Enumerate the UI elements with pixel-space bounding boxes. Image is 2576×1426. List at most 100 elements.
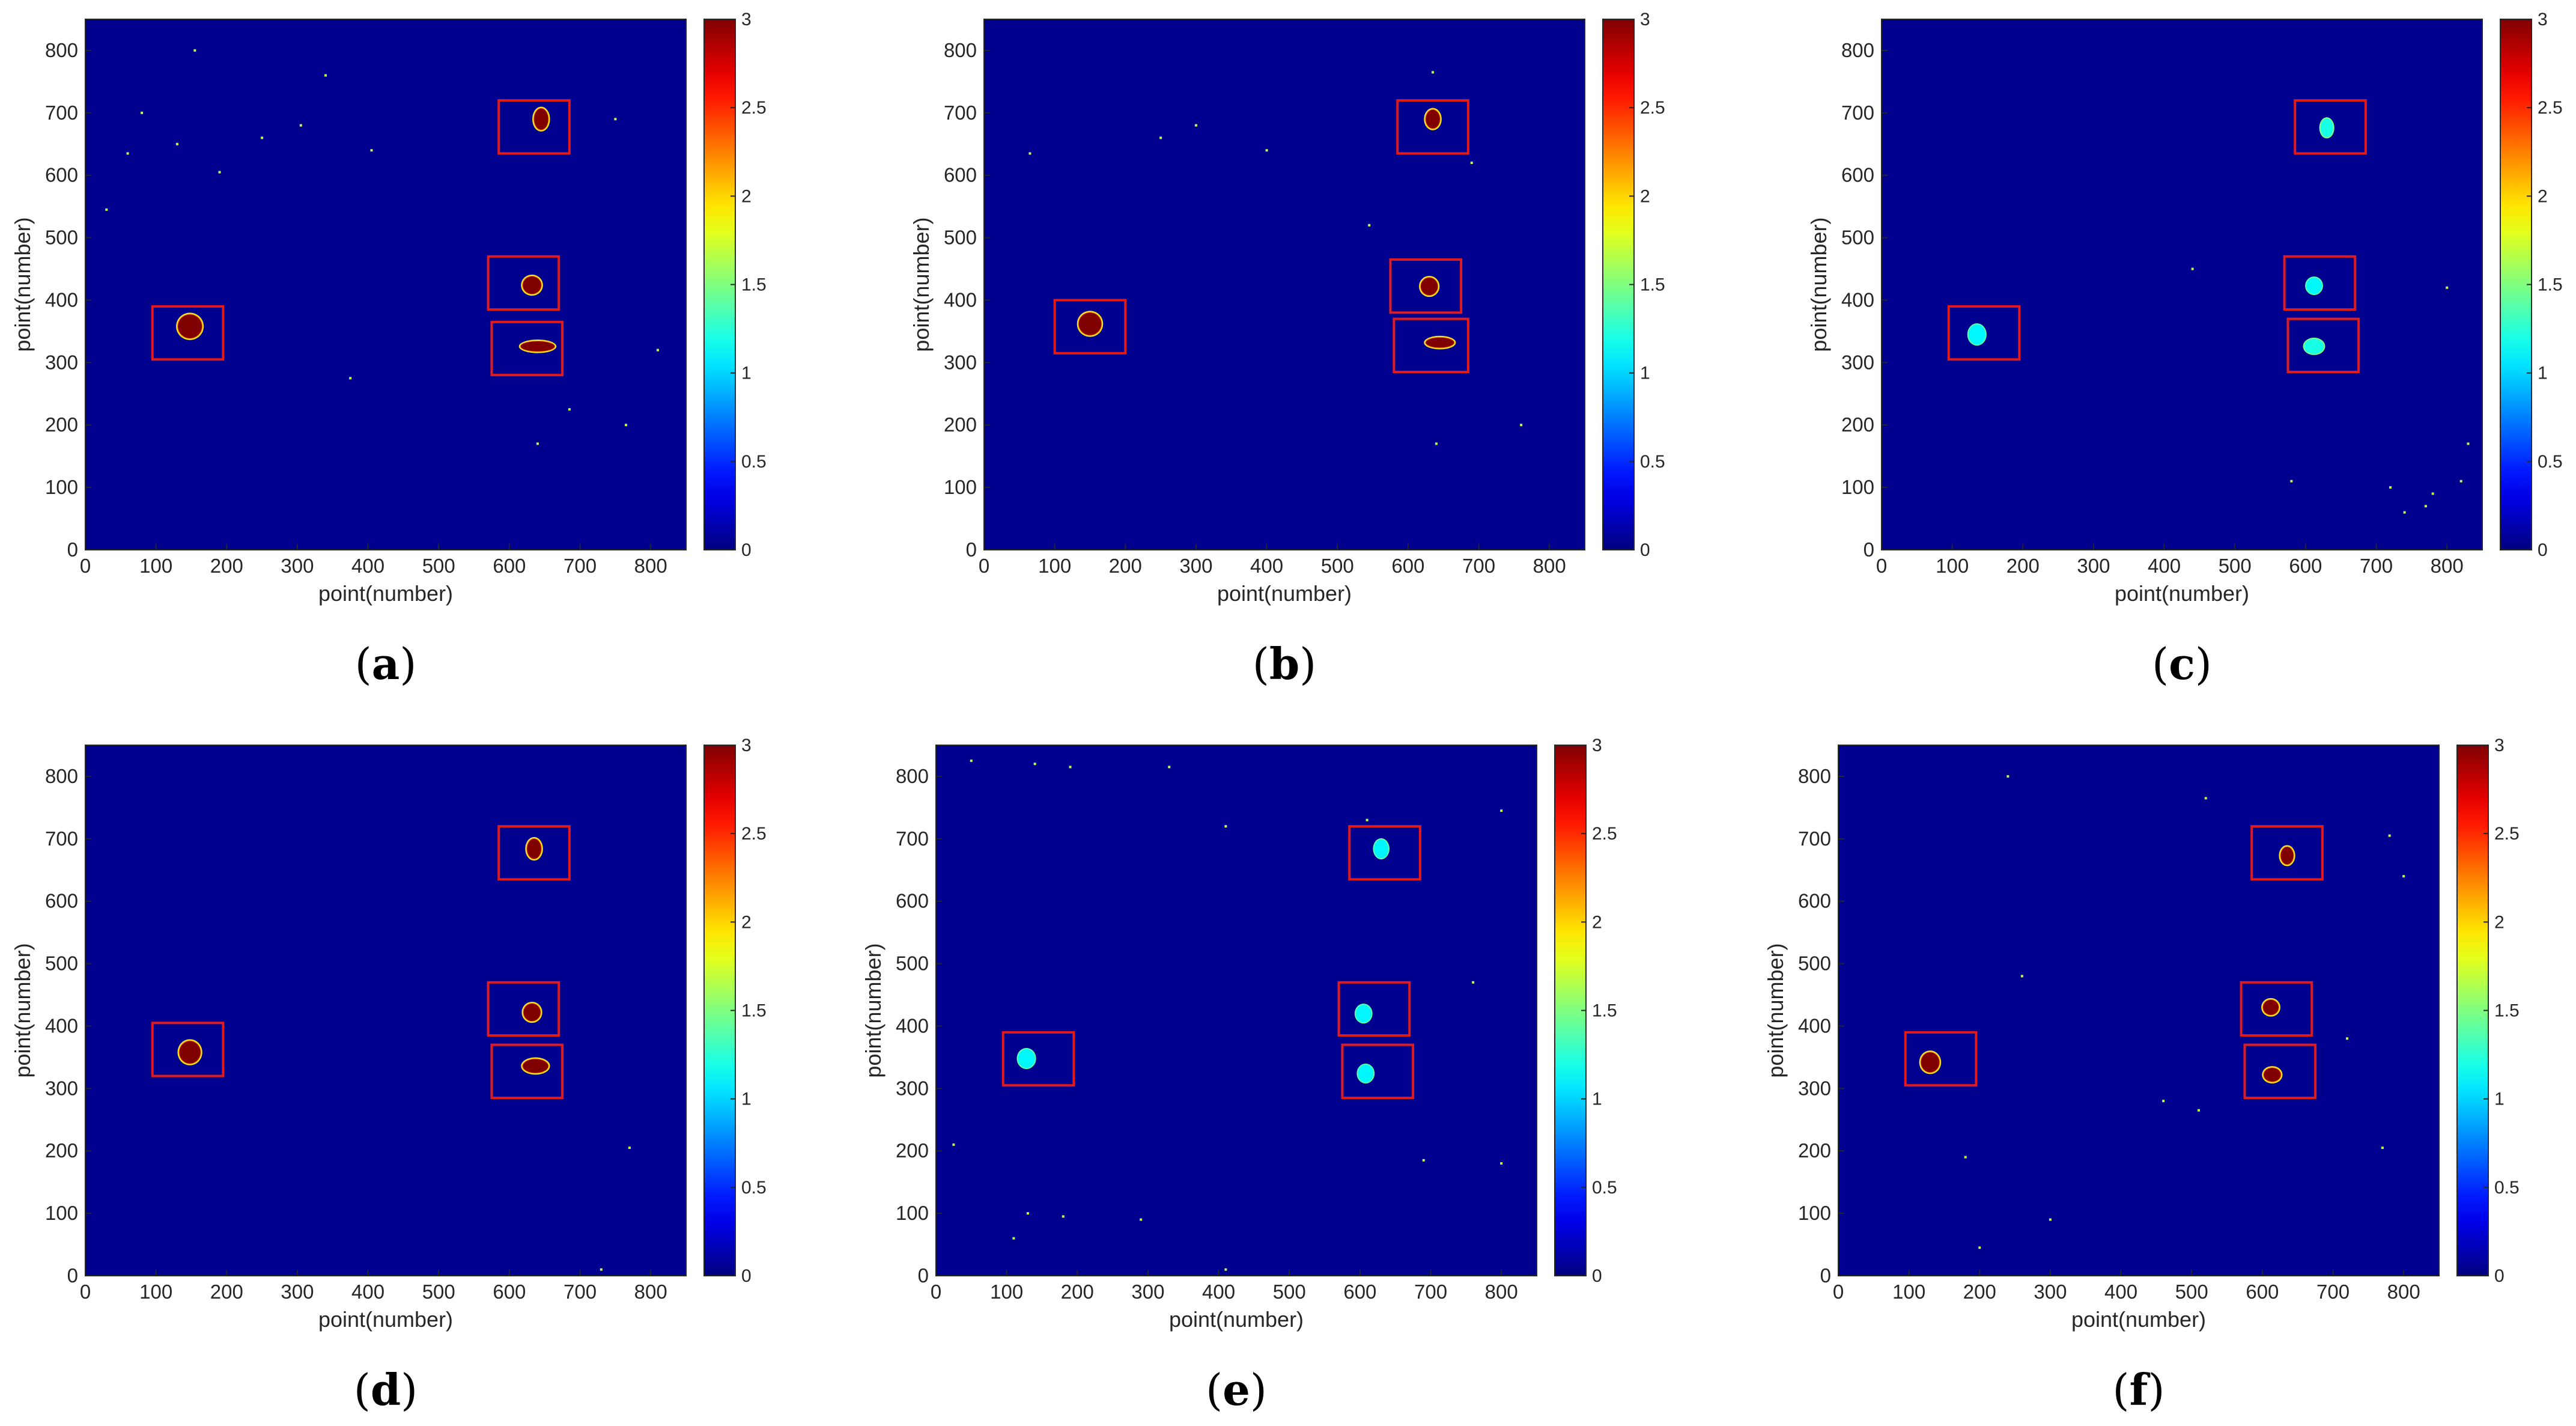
target-blob — [1358, 1064, 1374, 1082]
target-blob — [520, 341, 555, 352]
colorbar-tick-label: 2 — [1592, 912, 1602, 932]
colorbar-tick-label: 2.5 — [741, 824, 767, 844]
y-tick-label: 700 — [896, 827, 929, 850]
y-tick-label: 600 — [1798, 890, 1831, 912]
y-tick-label: 400 — [944, 288, 977, 311]
heatmap-background — [1882, 19, 2482, 550]
noise-speckle — [175, 142, 178, 145]
x-tick-label: 400 — [351, 1281, 384, 1303]
noise-speckle — [2020, 975, 2023, 978]
noise-speckle — [1964, 1156, 1967, 1159]
panel-label: (d) — [354, 1364, 418, 1415]
y-tick-label: 500 — [45, 952, 78, 975]
noise-speckle — [600, 1268, 603, 1271]
panel-paren: ( — [355, 639, 372, 689]
colorbar-tick-label: 2 — [2494, 912, 2505, 932]
colorbar-tick-label: 0 — [1640, 540, 1650, 560]
noise-speckle — [1978, 1246, 1981, 1249]
target-blob — [527, 838, 541, 859]
y-tick-label: 200 — [1798, 1139, 1831, 1162]
x-tick-label: 0 — [1833, 1281, 1844, 1303]
y-tick-label: 800 — [1841, 39, 1874, 61]
colorbar-tick-label: 2.5 — [741, 98, 767, 118]
detection-box — [2283, 255, 2357, 311]
y-axis-label: point(number) — [1763, 943, 1788, 1077]
noise-speckle — [126, 152, 129, 155]
noise-speckle — [1432, 71, 1435, 74]
target-blob — [2263, 999, 2279, 1015]
target-blob — [2306, 278, 2322, 294]
colorbar-tick-label: 1 — [2494, 1089, 2505, 1109]
panel-f: 0 100 200 300 400 500 600 700 800 0 100 200 300 400 50… — [1763, 736, 2520, 1415]
y-tick-label: 200 — [45, 1139, 78, 1162]
panel-paren: ( — [2152, 639, 2169, 689]
y-tick-label: 0 — [1864, 538, 1874, 561]
x-tick-label: 100 — [139, 1281, 172, 1303]
x-axis-label: point(number) — [1169, 1307, 1304, 1332]
colorbar-tick-label: 3 — [741, 736, 752, 755]
x-tick-label: 600 — [2289, 555, 2322, 577]
panel-label: (a) — [355, 638, 417, 689]
x-tick-label: 500 — [1273, 1281, 1306, 1303]
noise-speckle — [2388, 834, 2391, 837]
x-tick-label: 700 — [1462, 555, 1495, 577]
target-blob — [2320, 118, 2333, 138]
x-tick-label: 800 — [2431, 555, 2464, 577]
noise-speckle — [2162, 1100, 2165, 1103]
y-tick-label: 100 — [45, 1202, 78, 1224]
y-tick-label: 300 — [45, 1077, 78, 1099]
x-tick-label: 300 — [1179, 555, 1212, 577]
panel-paren: ) — [1250, 1365, 1267, 1415]
detection-box — [1904, 1031, 1978, 1087]
x-tick-label: 600 — [2246, 1281, 2279, 1303]
panel-label: (c) — [2152, 638, 2212, 689]
noise-speckle — [349, 377, 352, 380]
colorbar-tick-label: 0.5 — [1592, 1178, 1617, 1198]
x-tick-label: 100 — [990, 1281, 1023, 1303]
target-blob — [523, 1059, 548, 1073]
y-tick-label: 400 — [1841, 288, 1874, 311]
x-axis-label: point(number) — [2071, 1307, 2206, 1332]
x-tick-label: 0 — [80, 555, 91, 577]
detection-box — [151, 305, 225, 361]
y-tick-label: 600 — [896, 890, 929, 912]
colorbar-tick-label: 2.5 — [1640, 98, 1665, 118]
x-tick-label: 800 — [634, 555, 667, 577]
colorbar-tick-label: 0.5 — [2494, 1178, 2520, 1198]
detection-box — [1337, 981, 1411, 1037]
colorbar — [703, 19, 736, 550]
x-tick-label: 700 — [2316, 1281, 2350, 1303]
noise-speckle — [2346, 1037, 2349, 1040]
colorbar-tick-label: 2.5 — [1592, 824, 1617, 844]
detection-box — [490, 1043, 564, 1099]
y-tick-label: 800 — [45, 39, 78, 61]
detection-box — [2243, 1043, 2317, 1099]
panel-letter: b — [1269, 638, 1299, 689]
y-tick-label: 700 — [1798, 827, 1831, 850]
colorbar-tick-label: 0 — [2494, 1266, 2505, 1286]
detection-box — [2294, 99, 2367, 155]
panel-letter: c — [2169, 638, 2195, 689]
noise-speckle — [568, 408, 571, 411]
noise-speckle — [2191, 267, 2194, 270]
noise-speckle — [141, 111, 144, 114]
noise-speckle — [1069, 766, 1072, 769]
noise-speckle — [625, 424, 627, 427]
noise-speckle — [2424, 505, 2427, 508]
panel-d: 0 100 200 300 400 500 600 700 800 0 100 200 300 400 50… — [10, 736, 767, 1415]
y-tick-label: 700 — [45, 102, 78, 124]
panel-e: 0 100 200 300 400 500 600 700 800 0 100 200 300 400 50… — [861, 736, 1617, 1415]
noise-speckle — [2204, 797, 2207, 800]
x-axis-label: point(number) — [318, 581, 453, 606]
colorbar-tick-label: 0.5 — [2538, 452, 2563, 472]
panel-paren: ) — [401, 1365, 418, 1415]
colorbar-tick-label: 2 — [1640, 186, 1650, 206]
heatmap-background — [984, 19, 1585, 550]
colorbar-tick-label: 2.5 — [2538, 98, 2563, 118]
noise-speckle — [1224, 1268, 1227, 1271]
axes-frame — [85, 19, 687, 550]
heatmap-background — [936, 745, 1537, 1276]
noise-speckle — [1365, 818, 1368, 821]
noise-speckle — [1472, 981, 1475, 984]
y-axis-label: point(number) — [909, 217, 934, 352]
